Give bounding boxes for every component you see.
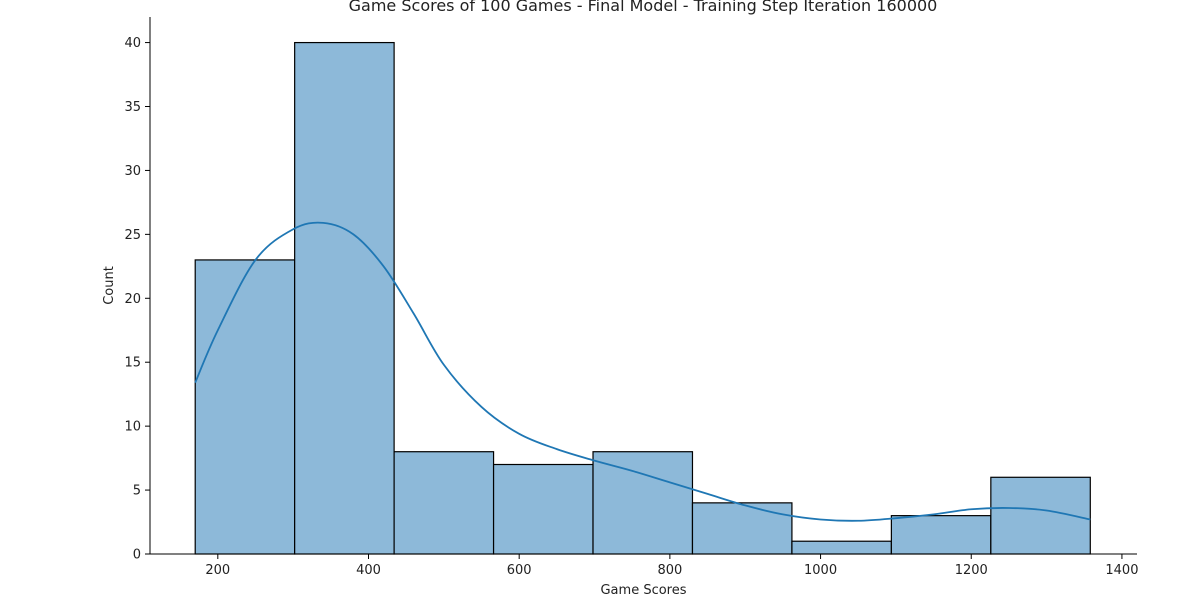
y-tick-label: 15 [124, 356, 141, 371]
y-tick-label: 30 [124, 164, 141, 179]
x-axis-label: Game Scores [600, 583, 686, 598]
y-tick-label: 5 [133, 484, 141, 499]
x-tick-label: 800 [657, 563, 682, 578]
histogram-bar-5 [592, 451, 694, 555]
kde-curve [194, 221, 1091, 522]
x-tick-label: 1400 [1105, 563, 1138, 578]
x-tick-label: 400 [356, 563, 381, 578]
chart-title: Game Scores of 100 Games - Final Model -… [349, 0, 938, 15]
histogram-bars [194, 41, 1091, 555]
y-tick-label: 35 [124, 100, 141, 115]
y-tick-label: 40 [124, 36, 141, 51]
y-tick-label: 20 [124, 292, 141, 307]
histogram-bar-3 [393, 451, 495, 555]
histogram-bar-8 [890, 515, 992, 555]
y-axis-label: Count [102, 266, 117, 305]
y-tick-label: 25 [124, 228, 141, 243]
histogram-bar-4 [492, 463, 594, 555]
y-tick-label: 10 [124, 420, 141, 435]
histogram-bar-1 [194, 259, 296, 555]
y-tick-label: 0 [133, 548, 141, 563]
x-tick-label: 1000 [804, 563, 837, 578]
x-tick-label: 200 [205, 563, 230, 578]
histogram-bar-6 [691, 502, 793, 555]
axes: 200 400 600 800 1000 1200 1400 0 5 10 15 20 25 30 35 40 [124, 17, 1138, 578]
histogram-bar-7 [791, 540, 892, 555]
histogram-bar-2 [294, 41, 395, 555]
x-tick-label: 1200 [955, 563, 988, 578]
x-tick-label: 600 [507, 563, 532, 578]
